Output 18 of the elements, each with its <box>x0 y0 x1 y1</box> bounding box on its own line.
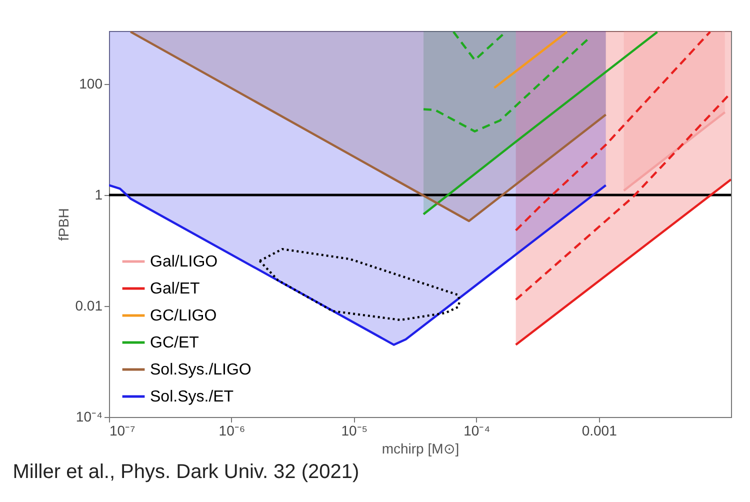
x-tick-label: 0.001 <box>582 422 618 438</box>
x-tick-label: 10⁻⁷ <box>110 422 136 438</box>
legend-label: GC/ET <box>150 334 200 352</box>
legend-label: GC/LIGO <box>150 308 217 324</box>
legend-label: Sol.Sys./ET <box>150 388 234 406</box>
x-tick-label: 10⁻⁵ <box>341 422 368 438</box>
legend-label: Sol.Sys./LIGO <box>150 362 252 378</box>
x-tick-label: 10⁻⁴ <box>464 422 490 438</box>
x-axis-title: mchirp [M⊙] <box>382 440 460 456</box>
y-tick-label: 1 <box>94 186 103 202</box>
legend-label: Gal/LIGO <box>150 254 218 270</box>
legend-label: Gal/ET <box>150 280 200 298</box>
text: Miller et al., Phys. Dark Univ. 32 (2021) <box>12 461 360 483</box>
y-tick-label: 0.01 <box>75 297 103 314</box>
x-tick-label: 10⁻⁶ <box>218 422 246 438</box>
y-axis-title: fPBH <box>55 208 72 241</box>
y-tick-label: 100 <box>79 75 103 92</box>
y-tick-label: 10⁻⁴ <box>76 408 102 424</box>
